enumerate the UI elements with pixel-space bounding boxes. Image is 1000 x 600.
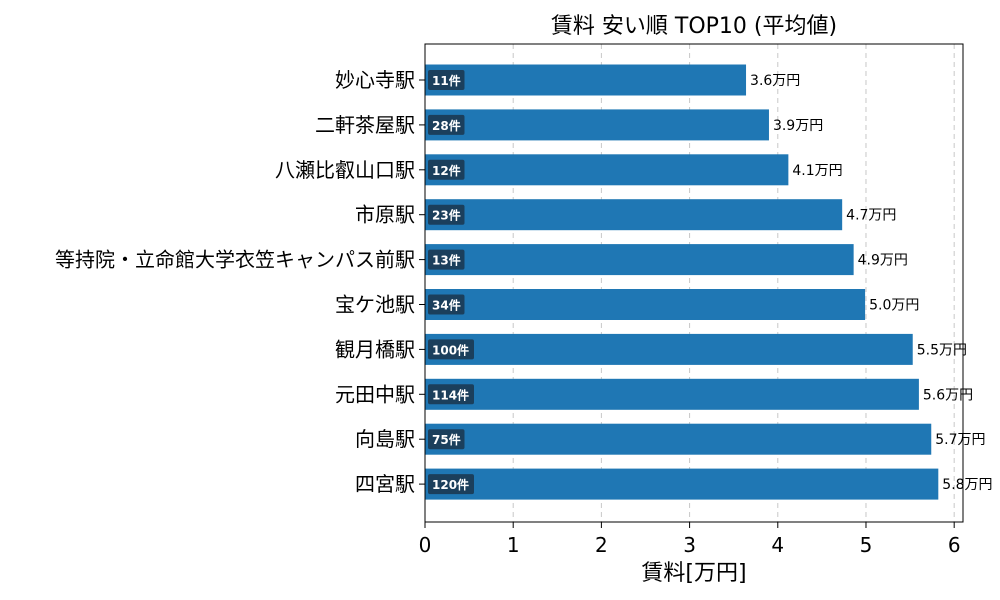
category-label: 二軒茶屋駅 <box>315 113 415 137</box>
bar <box>425 154 789 186</box>
value-label: 5.5万円 <box>917 342 967 358</box>
count-badge <box>428 474 474 495</box>
bar <box>425 378 919 410</box>
count-badge <box>428 339 474 360</box>
count-label: 34件 <box>432 298 461 313</box>
value-label: 4.1万円 <box>792 163 842 179</box>
x-tick-label: 3 <box>683 533 696 557</box>
plot-frame <box>424 43 964 523</box>
value-label: 4.9万円 <box>858 253 908 269</box>
count-label: 23件 <box>432 208 461 223</box>
count-badge <box>428 249 465 270</box>
bar <box>425 64 747 96</box>
value-label: 4.7万円 <box>846 208 896 224</box>
chart-title: 賃料 安い順 TOP10 (平均値) <box>551 14 837 39</box>
value-label: 3.6万円 <box>750 73 800 89</box>
bar <box>425 333 913 365</box>
bar <box>425 289 866 320</box>
count-label: 75件 <box>432 432 461 447</box>
count-badge <box>428 70 465 90</box>
count-label: 13件 <box>432 253 461 268</box>
bar <box>425 468 939 500</box>
count-badge <box>428 159 465 180</box>
count-label: 114件 <box>432 387 469 402</box>
count-label: 11件 <box>432 73 461 88</box>
category-label: 宝ケ池駅 <box>335 293 415 317</box>
count-label: 120件 <box>432 477 469 492</box>
value-label: 5.7万円 <box>935 432 985 448</box>
category-label: 市原駅 <box>355 203 415 227</box>
x-tick-label: 2 <box>595 533 608 557</box>
bar <box>425 244 854 276</box>
count-badge <box>428 384 474 405</box>
count-label: 28件 <box>432 118 461 133</box>
x-axis-ticks: 0 1 2 3 4 5 6 <box>419 522 961 557</box>
count-label: 12件 <box>432 163 461 178</box>
category-label: 妙心寺駅 <box>335 68 415 92</box>
value-label: 5.8万円 <box>942 477 992 493</box>
category-label: 観月橋駅 <box>335 337 415 361</box>
x-tick-label: 6 <box>948 533 961 557</box>
count-badge <box>428 294 465 315</box>
x-tick-label: 0 <box>419 533 432 557</box>
x-tick-label: 1 <box>507 533 520 557</box>
count-badge <box>428 204 465 225</box>
count-badge <box>428 429 465 450</box>
count-badge <box>428 114 465 135</box>
value-label: 5.6万円 <box>923 387 973 403</box>
x-tick-label: 5 <box>860 533 873 557</box>
bar <box>425 109 769 141</box>
category-label: 等持院・立命館大学衣笠キャンパス前駅 <box>55 248 415 272</box>
category-label: 四宮駅 <box>355 472 415 496</box>
category-label: 元田中駅 <box>335 382 415 406</box>
x-axis-label: 賃料[万円] <box>641 561 746 586</box>
bar <box>425 423 932 455</box>
count-label: 100件 <box>432 342 469 357</box>
bar <box>425 199 843 231</box>
value-label: 5.0万円 <box>869 298 919 314</box>
x-tick-label: 4 <box>771 533 784 557</box>
category-label: 八瀬比叡山口駅 <box>275 158 415 182</box>
value-label: 3.9万円 <box>773 118 823 134</box>
category-label: 向島駅 <box>355 427 415 451</box>
